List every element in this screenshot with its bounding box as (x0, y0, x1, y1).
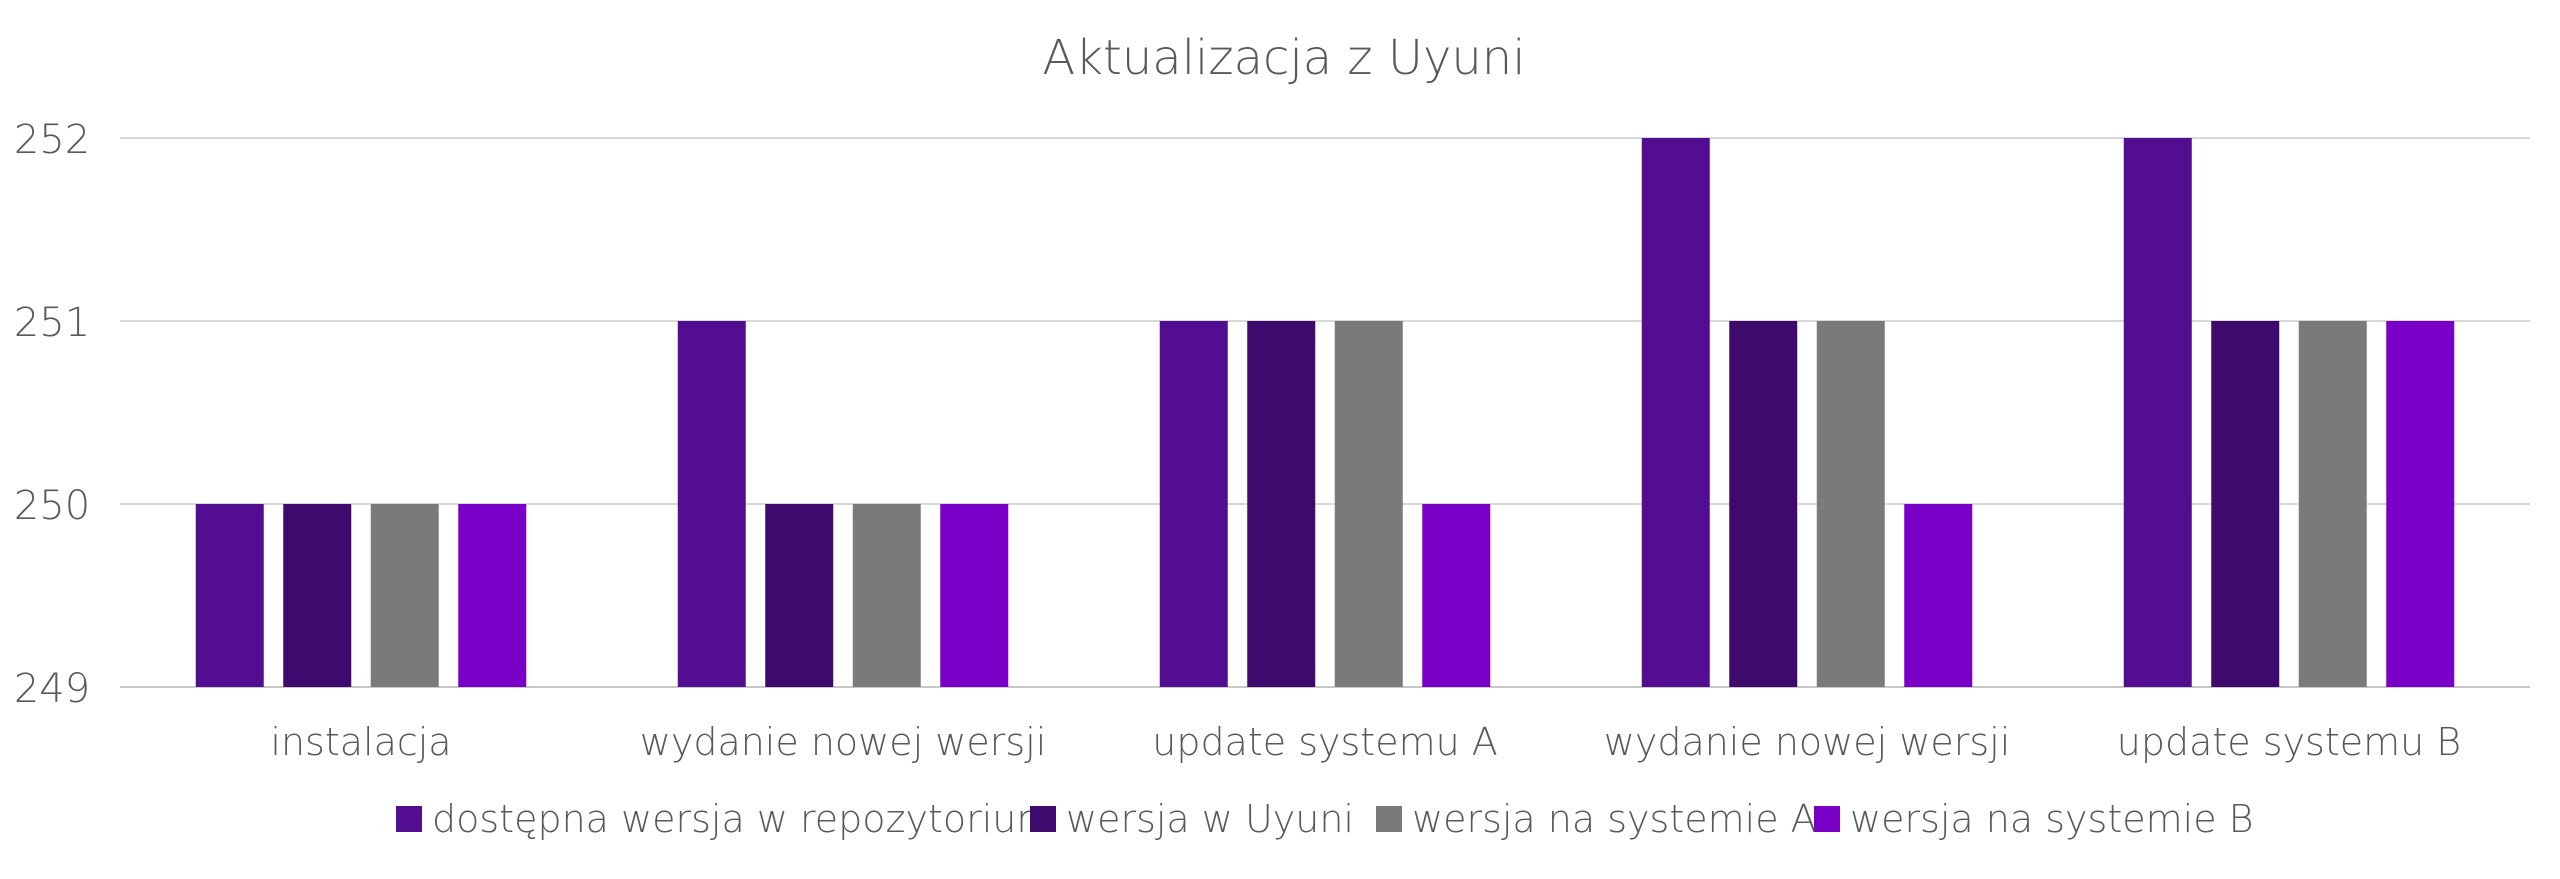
bar (2386, 321, 2455, 687)
x-tick-label: wydanie nowej wersji (1604, 720, 2011, 764)
legend-item: wersja na systemie A (1376, 797, 1817, 841)
legend-item: dostępna wersja w repozytorium (396, 797, 1053, 841)
y-tick-label: 250 (14, 483, 90, 529)
bar (195, 504, 264, 687)
bar (2211, 321, 2280, 687)
bar (1729, 321, 1798, 687)
legend-label: dostępna wersja w repozytorium (432, 797, 1053, 841)
x-tick-label: instalacja (270, 720, 451, 764)
legend-swatch (1376, 806, 1402, 832)
bar (852, 504, 921, 687)
bar (677, 321, 746, 687)
bar (1334, 321, 1403, 687)
bar (765, 504, 834, 687)
legend-label: wersja na systemie B (1850, 797, 2254, 841)
bars (195, 138, 2455, 687)
x-tick-label: wydanie nowej wersji (640, 720, 1047, 764)
legend-item: wersja na systemie B (1814, 797, 2254, 841)
y-tick-label: 252 (14, 117, 90, 163)
legend-swatch (396, 806, 422, 832)
y-tick-label: 249 (14, 666, 90, 712)
bar (370, 504, 439, 687)
bar (283, 504, 352, 687)
bar (1816, 321, 1885, 687)
y-axis-tick-labels: 249 250 251 252 (14, 117, 90, 712)
legend-item: wersja w Uyuni (1030, 797, 1354, 841)
bar (1159, 321, 1228, 687)
legend: dostępna wersja w repozytorium wersja w U… (396, 797, 2254, 841)
bar (458, 504, 527, 687)
x-tick-label: update systemu A (1152, 720, 1498, 764)
legend-label: wersja na systemie A (1412, 797, 1817, 841)
legend-swatch (1814, 806, 1840, 832)
bar (1641, 138, 1710, 687)
bar (2123, 138, 2192, 687)
bar (2298, 321, 2367, 687)
bar (940, 504, 1009, 687)
bar (1904, 504, 1973, 687)
y-tick-label: 251 (14, 300, 90, 346)
x-tick-label: update systemu B (2117, 720, 2461, 764)
legend-label: wersja w Uyuni (1066, 797, 1354, 841)
bar (1422, 504, 1491, 687)
chart-title: Aktualizacja z Uyuni (1042, 30, 1525, 86)
x-axis-category-labels: instalacja wydanie nowej wersji update sys… (270, 720, 2461, 764)
legend-swatch (1030, 806, 1056, 832)
bar (1247, 321, 1316, 687)
